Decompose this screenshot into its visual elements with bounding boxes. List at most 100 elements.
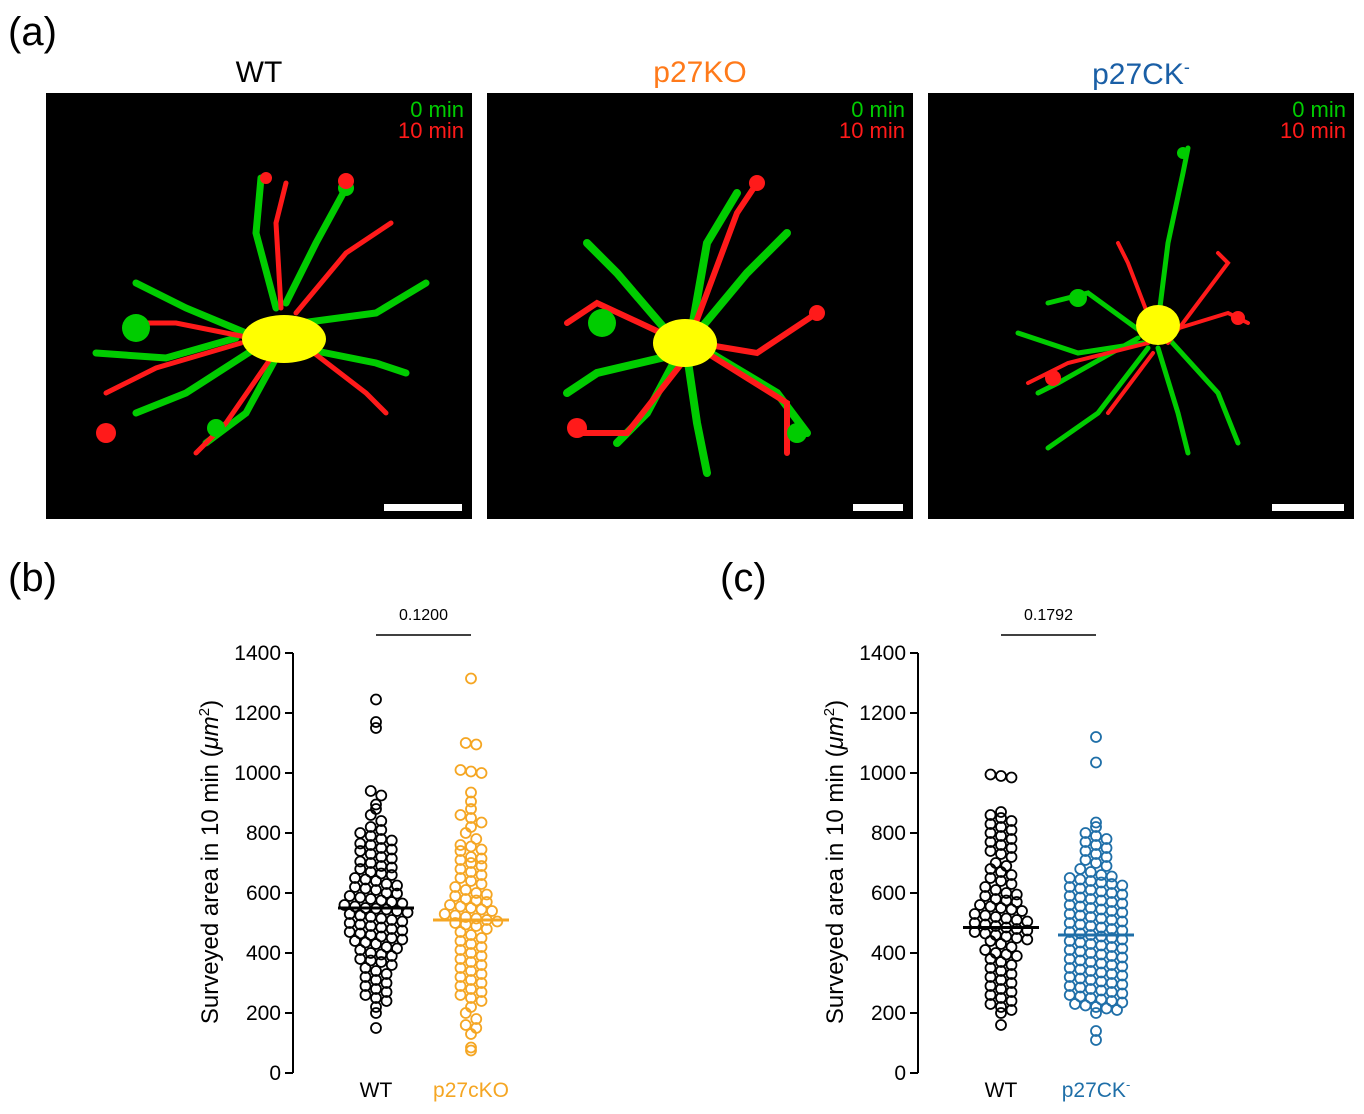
data-point	[354, 944, 367, 956]
data-point	[475, 986, 488, 998]
data-point	[1005, 833, 1018, 845]
data-point	[454, 845, 467, 857]
data-point	[1084, 866, 1097, 878]
data-point	[364, 785, 377, 797]
data-point	[475, 852, 488, 865]
data-point	[385, 852, 398, 865]
data-point	[995, 839, 1007, 851]
data-point	[380, 968, 393, 980]
data-point	[438, 908, 451, 920]
y-tick-label: 400	[871, 942, 906, 965]
data-point	[370, 716, 382, 728]
data-point	[984, 962, 997, 974]
data-point	[984, 998, 997, 1010]
data-point	[465, 956, 477, 968]
panel-label-b: (b)	[8, 556, 57, 600]
data-point	[370, 1007, 382, 1019]
data-point	[1116, 987, 1129, 1000]
data-point	[375, 824, 388, 836]
p-value: 0.1200	[399, 607, 448, 624]
data-point	[364, 821, 377, 833]
data-point	[1010, 950, 1023, 962]
data-point	[995, 1001, 1007, 1013]
data-point	[984, 836, 997, 848]
data-point	[995, 974, 1007, 986]
data-point	[1116, 915, 1129, 928]
data-point	[370, 974, 382, 986]
data-point	[1116, 969, 1129, 982]
data-point	[995, 806, 1007, 818]
data-point	[1090, 1007, 1102, 1019]
data-point	[1079, 845, 1092, 857]
data-point	[465, 1044, 477, 1057]
data-point	[454, 935, 467, 947]
data-point	[1090, 830, 1102, 842]
data-point	[1010, 888, 1023, 901]
data-point	[1100, 851, 1113, 863]
data-point	[459, 1007, 472, 1019]
scale-bar	[853, 504, 903, 511]
data-point	[1116, 897, 1129, 910]
data-point	[984, 971, 997, 983]
data-point	[465, 965, 477, 977]
data-point	[1005, 869, 1018, 881]
data-point	[995, 830, 1007, 842]
x-category-label-wt: WT	[360, 1079, 393, 1102]
data-point	[1090, 1025, 1102, 1037]
data-point	[465, 840, 477, 853]
data-point	[465, 857, 477, 869]
data-point	[475, 878, 488, 890]
data-point	[359, 980, 372, 992]
micrograph-p27ck: 0 min 10 min	[928, 93, 1354, 519]
data-point	[454, 872, 467, 884]
data-point	[359, 962, 372, 974]
cell-drawing-p27ko	[563, 175, 825, 477]
data-point	[454, 953, 467, 965]
data-point	[984, 818, 997, 830]
y-tick-label: 0	[269, 1062, 281, 1085]
data-point	[454, 809, 467, 821]
data-point	[380, 995, 393, 1007]
data-point	[1116, 942, 1129, 955]
y-tick-label: 1000	[234, 762, 281, 785]
data-point	[380, 977, 393, 989]
data-point	[370, 992, 382, 1004]
data-point	[454, 971, 467, 983]
data-point	[984, 809, 997, 821]
chart-b: Surveyed area in 10 min (μm2) 0 200 400 600…	[196, 607, 509, 1102]
data-point	[475, 941, 488, 953]
data-point	[465, 795, 477, 808]
data-point	[1005, 986, 1018, 998]
data-point	[391, 879, 403, 892]
data-point	[1090, 857, 1102, 869]
y-tick-label: 600	[246, 882, 281, 905]
data-point	[465, 803, 477, 815]
data-point	[984, 863, 997, 875]
data-point	[1116, 906, 1129, 919]
y-tick-label: 1400	[859, 642, 906, 665]
data-point	[465, 875, 477, 887]
legend-0min: 0 min	[1292, 97, 1346, 122]
image-title-wt: WT	[235, 56, 283, 89]
y-tick-label: 400	[246, 942, 281, 965]
legend-0min: 0 min	[851, 97, 905, 122]
data-point	[1005, 968, 1018, 980]
legend-10min: 10 min	[1279, 118, 1346, 143]
data-point	[1005, 1004, 1018, 1016]
data-point	[1016, 905, 1028, 917]
data-point	[385, 950, 398, 962]
y-axis-label: Surveyed area in 10 min (μm2)	[196, 700, 224, 1024]
data-point	[979, 881, 992, 893]
data-point	[370, 938, 382, 950]
chart-c: Surveyed area in 10 min (μm2) 0 200 400 600…	[821, 607, 1134, 1102]
legend-10min: 10 min	[838, 118, 905, 143]
data-point	[995, 983, 1007, 995]
data-point	[391, 887, 403, 900]
data-point	[364, 848, 377, 860]
data-point	[475, 932, 488, 944]
data-point	[465, 938, 477, 950]
data-point	[1021, 933, 1034, 946]
y-tick-label: 600	[871, 882, 906, 905]
scale-bar	[1272, 504, 1344, 511]
image-title-p27ko: p27KO	[653, 56, 747, 89]
